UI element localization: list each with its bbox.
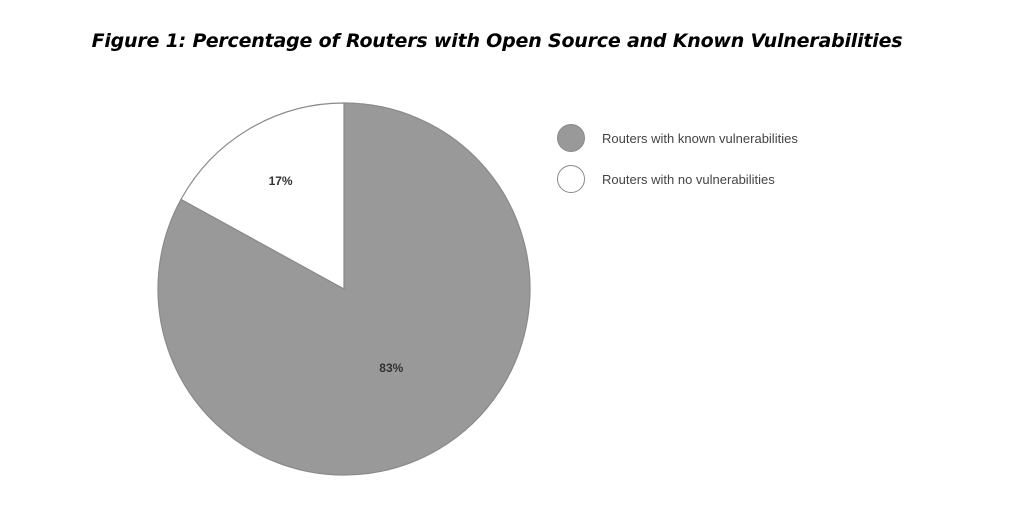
chart-title: Figure 1: Percentage of Routers with Ope… (91, 30, 903, 52)
data-label-no-vulnerabilities: 17% (269, 174, 293, 188)
pie-slice-no-vulnerabilities (180, 102, 345, 291)
legend-swatch-known-vulnerabilities (557, 124, 585, 152)
legend-label-no-vulnerabilities: Routers with no vulnerabilities (602, 171, 775, 187)
legend-item-no-vulnerabilities: Routers with no vulnerabilities (557, 163, 798, 195)
chart-legend: Routers with known vulnerabilities Route… (557, 122, 798, 204)
legend-label-known-vulnerabilities: Routers with known vulnerabilities (602, 130, 798, 146)
legend-item-known-vulnerabilities: Routers with known vulnerabilities (557, 122, 798, 154)
data-label-known-vulnerabilities: 83% (379, 361, 403, 375)
legend-swatch-no-vulnerabilities (557, 165, 585, 193)
